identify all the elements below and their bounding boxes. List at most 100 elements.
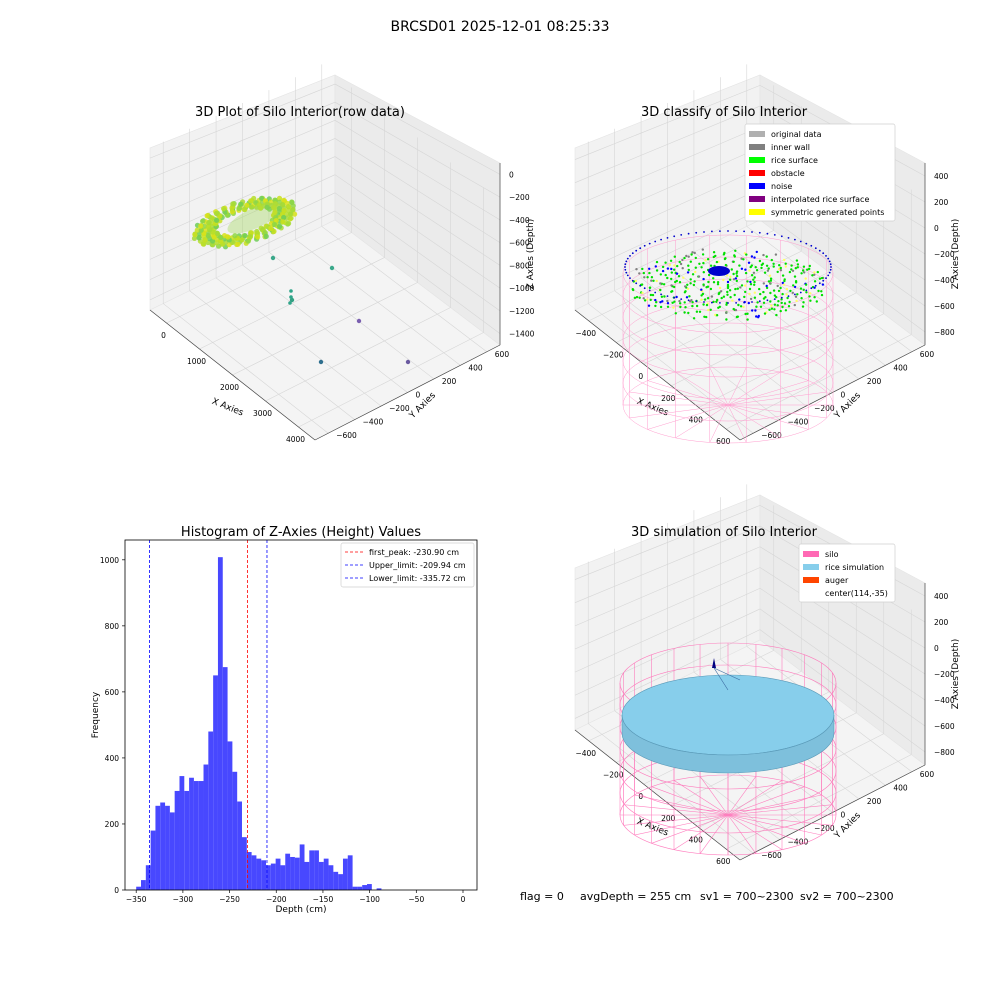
rice-surface-side xyxy=(621,714,835,774)
z-tick-label: −200 xyxy=(934,670,955,679)
legend-swatch xyxy=(803,551,819,557)
y-tick-label: 0 xyxy=(841,391,846,400)
y-tick-label: −400 xyxy=(788,838,809,847)
z-tick-label: −600 xyxy=(934,302,955,311)
histogram-bar xyxy=(213,675,218,890)
histogram-bar xyxy=(184,790,190,890)
legend-swatch xyxy=(803,564,819,570)
legend-entry: Upper_limit: -209.94 cm xyxy=(369,561,466,570)
x-tick-label: 2000 xyxy=(220,383,239,392)
histogram-bar xyxy=(314,850,319,890)
x-tick-label: −200 xyxy=(603,351,624,360)
x-tick-label: 1000 xyxy=(187,357,206,366)
z-tick-label: 0 xyxy=(934,224,939,233)
outlier-point xyxy=(329,265,335,271)
legend-entry: rice surface xyxy=(771,156,818,165)
y-tick-label: 400 xyxy=(893,783,908,792)
histogram-bar xyxy=(198,781,204,890)
subplot-title: 3D classify of Silo Interior xyxy=(641,105,808,120)
silo-wireframe xyxy=(622,234,834,444)
y-tick-label: 600 xyxy=(105,688,120,697)
outlier-point xyxy=(356,318,362,324)
raw-point xyxy=(288,301,292,305)
histogram-bar xyxy=(241,837,247,890)
y-tick-label: 800 xyxy=(105,622,120,631)
legend-swatch xyxy=(803,577,819,583)
z-tick-label: −200 xyxy=(934,250,955,259)
z-tick-label: 0 xyxy=(934,644,939,653)
histogram-bar xyxy=(217,557,223,890)
z-tick-label: 0 xyxy=(509,170,514,179)
y-tick-label: −600 xyxy=(336,431,357,440)
y-tick-label: −200 xyxy=(814,824,835,833)
histogram-bar xyxy=(338,874,343,890)
legend-swatch xyxy=(749,170,765,176)
y-tick-label: 200 xyxy=(867,377,882,386)
auger-marker xyxy=(712,658,716,668)
histogram-bar xyxy=(266,865,271,890)
x-axis-label: X Axies xyxy=(210,397,245,419)
x-tick-label: −150 xyxy=(313,895,334,904)
legend-swatch xyxy=(749,209,765,215)
x-tick-label: 0 xyxy=(161,331,166,340)
histogram-bar xyxy=(362,885,368,890)
histogram-bar xyxy=(155,805,161,890)
histogram-bar xyxy=(299,844,305,890)
legend-entry: silo xyxy=(825,550,839,559)
x-tick-label: 400 xyxy=(689,416,704,425)
rice-surface xyxy=(621,674,835,756)
histogram-bar xyxy=(323,858,329,890)
y-tick-label: −200 xyxy=(814,404,835,413)
subplot-histogram: Histogram of Z-Axies (Height) Values −350… xyxy=(91,525,478,915)
histogram-bar xyxy=(328,865,334,890)
subplot-title: 3D simulation of Silo Interior xyxy=(631,525,818,540)
histogram-bar xyxy=(193,781,199,890)
raw-point xyxy=(289,289,293,293)
subplot-raw-3d: 010002000300040006004002000−200−400−6000… xyxy=(149,64,536,444)
histogram-bar xyxy=(150,830,156,890)
histogram-bar xyxy=(165,805,170,890)
legend-histogram: first_peak: -230.90 cm Upper_limit: -209.… xyxy=(340,542,475,588)
x-tick-label: 0 xyxy=(638,372,643,381)
histogram-bar xyxy=(203,764,209,890)
legend-swatch xyxy=(749,144,765,150)
histogram-bar xyxy=(294,857,300,890)
x-tick-label: −400 xyxy=(575,749,596,758)
subplot-simulation-3d: −400 −200 0 200 400 600 600 400 200 0 −200 −400 −600… xyxy=(574,484,961,866)
histogram-bar xyxy=(232,771,238,890)
status-avg-depth: avgDepth = 255 cm xyxy=(580,890,691,903)
y-tick-label: 400 xyxy=(105,754,120,763)
z-tick-label: −200 xyxy=(509,193,530,202)
histogram-bar xyxy=(270,863,276,890)
plot-frame xyxy=(124,539,478,891)
histogram-bar xyxy=(251,855,257,890)
y-tick-label: −600 xyxy=(761,431,782,440)
y-tick-label: 400 xyxy=(893,363,908,372)
y-axis-label: Frequency xyxy=(91,691,101,738)
x-tick-label: 400 xyxy=(689,836,704,845)
y-axis-label: Y Axies xyxy=(407,391,438,422)
z-axis-label: Z Axies (Depth) xyxy=(951,219,961,290)
y-tick-label: 0 xyxy=(841,811,846,820)
histogram-bar xyxy=(136,886,142,890)
histogram-bar xyxy=(227,741,233,890)
raw-point xyxy=(289,295,293,299)
x-tick-label: −200 xyxy=(603,771,624,780)
z-tick-label: 200 xyxy=(934,198,949,207)
y-tick-label: 200 xyxy=(867,797,882,806)
legend-entry: auger xyxy=(825,576,849,585)
outlier-point xyxy=(270,255,276,261)
y-tick-label: 200 xyxy=(105,820,120,829)
y-tick-label: 600 xyxy=(920,350,935,359)
y-axis-label: Y Axies xyxy=(832,391,863,422)
x-tick-label: 600 xyxy=(716,437,731,446)
legend-entry: interpolated rice surface xyxy=(771,195,869,204)
histogram-bar xyxy=(237,801,242,890)
y-tick-label: 0 xyxy=(416,391,421,400)
legend-entry: inner wall xyxy=(771,143,810,152)
y-tick-label: −600 xyxy=(761,851,782,860)
legend-entry: noise xyxy=(771,182,792,191)
x-tick-label: 4000 xyxy=(286,435,305,444)
x-tick-label: 200 xyxy=(661,814,676,823)
